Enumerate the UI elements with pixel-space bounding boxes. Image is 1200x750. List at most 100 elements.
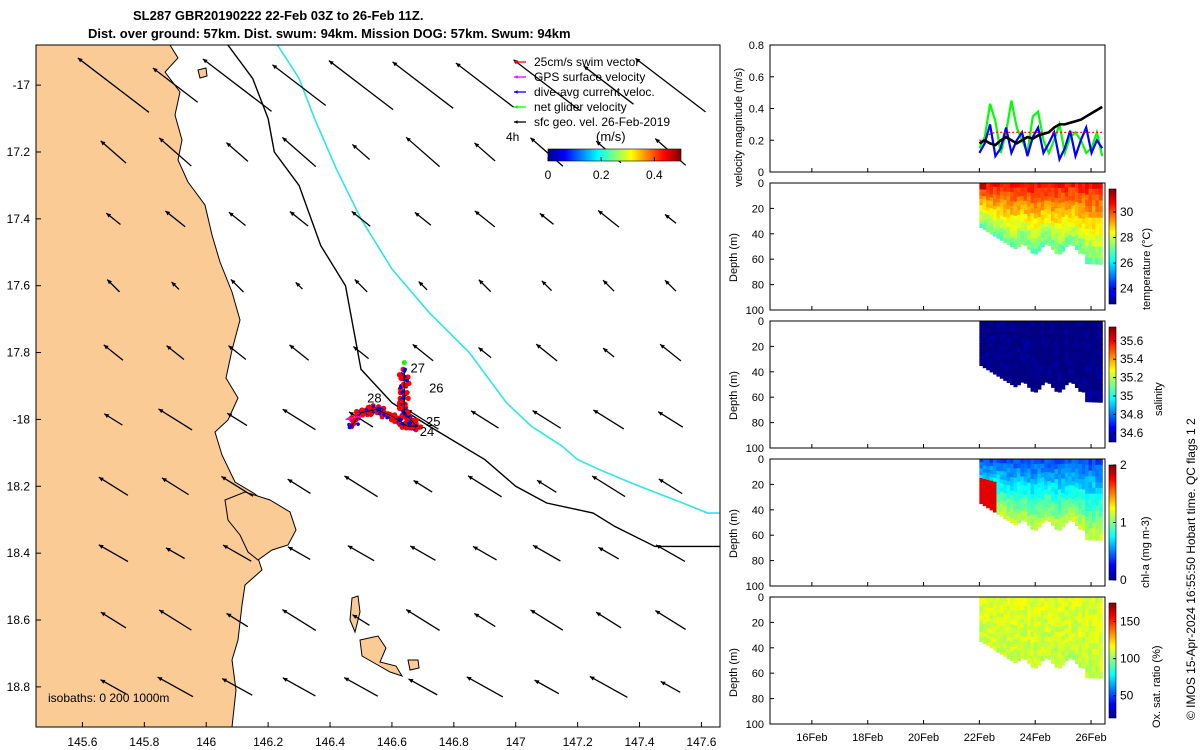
section-cell	[1061, 350, 1066, 356]
section-cell	[1061, 507, 1066, 514]
section-cell	[1003, 191, 1008, 197]
section-cell	[1040, 228, 1045, 234]
section-cell	[1098, 637, 1103, 644]
section-cell	[1040, 518, 1045, 524]
section-cell	[1016, 357, 1021, 363]
section-cell	[999, 613, 1004, 619]
section-cell	[1071, 650, 1076, 656]
section-cell	[1051, 239, 1056, 246]
section-cell	[1064, 610, 1069, 616]
section-cell	[1006, 627, 1011, 633]
section-cell	[1081, 612, 1086, 618]
section-cell	[1006, 334, 1011, 340]
section-cell	[1095, 229, 1100, 236]
map-ytick-label: 18.2	[7, 479, 31, 493]
section-cell	[1037, 236, 1042, 242]
section-cell	[1047, 645, 1052, 651]
section-cell	[1054, 341, 1059, 347]
section-cell	[1054, 642, 1059, 648]
section-cell	[1016, 339, 1021, 345]
section-cell	[1068, 329, 1073, 335]
chla-cbar-label: chl-a (mg m-3)	[1140, 516, 1152, 588]
section-cell	[1020, 187, 1025, 193]
section-cell	[1071, 463, 1076, 469]
section-cell	[1054, 479, 1059, 485]
section-cell	[993, 634, 998, 640]
section-cell	[1095, 349, 1100, 357]
section-cell	[996, 498, 1001, 503]
surface-velocity-arrow	[226, 142, 249, 162]
surface-velocity-arrow-head	[474, 210, 480, 216]
section-cell	[979, 333, 984, 338]
section-cell	[996, 214, 1001, 219]
section-cell	[1003, 613, 1008, 619]
section-cell	[1054, 351, 1059, 357]
section-cell	[1037, 640, 1042, 647]
section-cell	[1003, 221, 1008, 226]
section-cell	[1068, 222, 1073, 228]
section-cell	[1074, 225, 1079, 232]
section-cell	[993, 493, 998, 498]
section-cell	[1054, 637, 1059, 643]
section-cell	[1088, 257, 1093, 265]
section-cell	[1064, 477, 1069, 483]
section-cell	[1016, 196, 1021, 202]
section-cell	[1091, 666, 1096, 673]
section-cell	[1061, 359, 1066, 366]
section-cell	[1074, 615, 1079, 622]
section-cell	[1037, 369, 1042, 376]
section-cell	[1054, 607, 1059, 613]
section-cell	[982, 186, 987, 191]
section-cell	[982, 610, 987, 615]
section-cell	[1030, 356, 1035, 362]
section-ytick-label: 20	[752, 341, 764, 353]
section-cell	[1057, 326, 1062, 332]
section-cell	[986, 600, 991, 605]
section-cell	[996, 368, 1001, 373]
section-cell	[1061, 384, 1066, 390]
section-cell	[999, 459, 1004, 464]
section-cell	[1027, 197, 1032, 203]
section-cell	[1078, 213, 1083, 219]
section-cell	[1044, 226, 1049, 232]
section-cell	[1020, 640, 1025, 646]
section-cell	[1061, 236, 1066, 242]
section-cell	[1044, 239, 1049, 245]
section-cell	[1078, 504, 1083, 510]
section-cell	[1016, 183, 1021, 189]
section-cell	[1074, 201, 1079, 208]
swim-vector-mark	[359, 407, 365, 413]
section-cell	[1091, 344, 1096, 351]
surface-velocity-arrow-head	[328, 60, 334, 66]
section-cell	[1010, 472, 1015, 478]
section-cell	[1068, 498, 1073, 504]
section-cell	[1078, 341, 1083, 347]
section-cell	[1074, 506, 1079, 512]
section-cell	[1078, 198, 1083, 204]
section-cell	[1033, 193, 1038, 199]
section-cell	[1033, 597, 1038, 603]
section-cell	[1054, 524, 1059, 530]
section-cell	[1085, 528, 1090, 535]
section-cell	[1057, 519, 1062, 526]
surface-velocity-arrow-head	[107, 279, 112, 285]
section-cell	[1068, 644, 1073, 650]
section-cell	[989, 459, 994, 464]
section-cell	[1047, 610, 1052, 616]
section-cell	[1081, 331, 1086, 337]
section-cell	[1047, 605, 1052, 611]
surface-velocity-arrow-head	[412, 344, 418, 349]
section-cell	[1044, 515, 1049, 521]
section-cell	[1006, 507, 1011, 513]
section-cell	[1030, 627, 1035, 633]
section-cell	[1057, 494, 1062, 501]
surface-velocity-arrow	[100, 611, 127, 629]
section-cell	[1088, 614, 1093, 621]
section-cell	[1061, 473, 1066, 480]
section-frame	[769, 320, 1106, 449]
section-cell	[1068, 467, 1073, 473]
section-cell	[1033, 213, 1038, 220]
surface-velocity-arrow-head	[414, 212, 420, 217]
section-cell	[1033, 504, 1038, 511]
